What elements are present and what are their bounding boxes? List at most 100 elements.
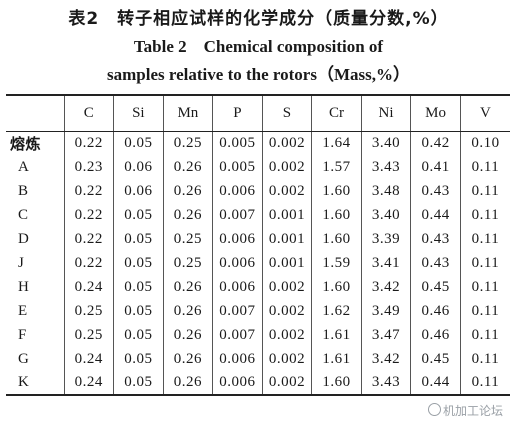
table-header: C Si Mn P S Cr Ni Mo V [6, 95, 510, 132]
table-row: K 0.24 0.05 0.26 0.006 0.002 1.60 3.43 0.44 0.11 [6, 371, 510, 396]
value-cell: 0.22 [63, 251, 114, 275]
value-cell: 3.49 [360, 299, 411, 323]
value-cell: 3.48 [360, 179, 411, 203]
value-cell: 0.26 [162, 179, 213, 203]
column-header: Mo [410, 95, 461, 132]
table-row: J 0.22 0.05 0.25 0.006 0.001 1.59 3.41 0.43 0.11 [6, 251, 510, 275]
value-cell: 0.25 [63, 323, 114, 347]
column-header: Mn [162, 95, 213, 132]
sample-name-cell: E [18, 302, 28, 319]
column-header: Ni [360, 95, 411, 132]
value-cell: 0.006 [212, 371, 263, 396]
value-cell: 0.26 [162, 299, 213, 323]
value-cell: 0.44 [410, 371, 461, 396]
value-cell: 0.002 [261, 371, 312, 396]
value-cell: 3.41 [360, 251, 411, 275]
value-cell: 0.11 [459, 227, 510, 251]
column-header: Si [113, 95, 164, 132]
value-cell: 0.06 [113, 155, 164, 179]
value-cell: 0.22 [63, 203, 114, 227]
sample-name-cell: G [18, 350, 30, 367]
value-cell: 0.26 [162, 323, 213, 347]
value-cell: 0.05 [113, 323, 164, 347]
value-cell: 0.006 [212, 347, 263, 371]
value-cell: 0.11 [459, 299, 510, 323]
value-cell: 0.26 [162, 155, 213, 179]
sample-name-cell: D [18, 230, 30, 247]
value-cell: 0.007 [212, 203, 263, 227]
column-header: Cr [311, 95, 362, 132]
value-cell: 0.11 [459, 323, 510, 347]
value-cell: 0.006 [212, 227, 263, 251]
column-header: P [212, 95, 263, 132]
value-cell: 0.25 [63, 299, 114, 323]
value-cell: 3.42 [360, 275, 411, 299]
value-cell: 0.11 [459, 275, 510, 299]
value-cell: 0.43 [410, 251, 461, 275]
table-row: A 0.23 0.06 0.26 0.005 0.002 1.57 3.43 0.41 0.11 [6, 155, 510, 179]
value-cell: 1.61 [311, 347, 362, 371]
table-row: F 0.25 0.05 0.26 0.007 0.002 1.61 3.47 0.46 0.11 [6, 323, 510, 347]
value-cell: 0.41 [410, 155, 461, 179]
value-cell: 0.11 [459, 251, 510, 275]
value-cell: 0.007 [212, 299, 263, 323]
value-cell: 0.42 [410, 131, 461, 155]
value-cell: 0.002 [261, 131, 312, 155]
value-cell: 0.11 [459, 371, 510, 396]
value-cell: 0.006 [212, 275, 263, 299]
value-cell: 1.60 [311, 179, 362, 203]
value-cell: 0.005 [212, 155, 263, 179]
value-cell: 3.43 [360, 371, 411, 396]
value-cell: 0.26 [162, 275, 213, 299]
value-cell: 0.25 [162, 251, 213, 275]
composition-table: C Si Mn P S Cr Ni Mo V 熔炼 0.22 0.05 0.25 0.005 0.002 1… [6, 94, 510, 396]
value-cell: 0.002 [261, 347, 312, 371]
table-row: D 0.22 0.05 0.25 0.006 0.001 1.60 3.39 0.43 0.11 [6, 227, 510, 251]
value-cell: 0.006 [212, 179, 263, 203]
value-cell: 0.05 [113, 299, 164, 323]
value-cell: 3.42 [360, 347, 411, 371]
value-cell: 0.05 [113, 131, 164, 155]
sample-name-cell: C [18, 206, 29, 223]
table-row: G 0.24 0.05 0.26 0.006 0.002 1.61 3.42 0.45 0.11 [6, 347, 510, 371]
table-caption-en-line1: Table 2 Chemical composition of [133, 37, 384, 56]
value-cell: 0.11 [459, 155, 510, 179]
value-cell: 0.45 [410, 347, 461, 371]
value-cell: 0.005 [212, 131, 263, 155]
value-cell: 0.45 [410, 275, 461, 299]
value-cell: 0.43 [410, 227, 461, 251]
value-cell: 0.006 [212, 251, 263, 275]
value-cell: 3.39 [360, 227, 411, 251]
value-cell: 0.24 [63, 275, 114, 299]
table-caption-cn: 表2 转子相应试样的化学成分（质量分数,%） [68, 9, 449, 29]
sample-name-cell: A [18, 158, 30, 175]
value-cell: 0.05 [113, 227, 164, 251]
value-cell: 3.47 [360, 323, 411, 347]
value-cell: 1.62 [311, 299, 362, 323]
value-cell: 0.11 [459, 179, 510, 203]
value-cell: 0.46 [410, 323, 461, 347]
value-cell: 0.26 [162, 371, 213, 396]
value-cell: 1.60 [311, 275, 362, 299]
table-body: 熔炼 0.22 0.05 0.25 0.005 0.002 1.64 3.40 0.42 0.10… [6, 131, 510, 396]
value-cell: 0.24 [63, 347, 114, 371]
value-cell: 1.57 [311, 155, 362, 179]
value-cell: 0.11 [459, 347, 510, 371]
value-cell: 0.24 [63, 371, 114, 396]
value-cell: 1.60 [311, 371, 362, 396]
value-cell: 1.60 [311, 203, 362, 227]
value-cell: 0.10 [459, 131, 510, 155]
speech-bubble-icon [427, 403, 441, 416]
value-cell: 0.06 [113, 179, 164, 203]
value-cell: 1.61 [311, 323, 362, 347]
value-cell: 0.05 [113, 203, 164, 227]
sample-name-cell: F [18, 326, 27, 343]
value-cell: 0.11 [459, 203, 510, 227]
column-header: C [63, 95, 114, 132]
value-cell: 0.002 [261, 155, 312, 179]
value-cell: 0.002 [261, 323, 312, 347]
value-cell: 0.22 [63, 131, 114, 155]
column-header: S [261, 95, 312, 132]
header-row: C Si Mn P S Cr Ni Mo V [6, 95, 510, 132]
value-cell: 0.002 [261, 179, 312, 203]
